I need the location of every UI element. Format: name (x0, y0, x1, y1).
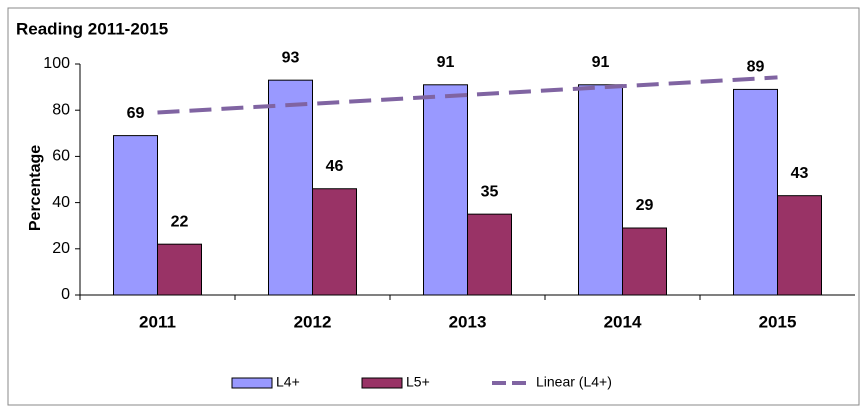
bar (312, 188, 357, 296)
data-label: 89 (747, 59, 765, 76)
data-label: 91 (592, 54, 610, 71)
bar (467, 213, 512, 296)
x-tick-label: 2012 (294, 312, 332, 331)
trend-line (157, 75, 778, 115)
bar (268, 79, 313, 296)
bar (733, 88, 778, 296)
y-tick-label: 40 (52, 194, 70, 211)
bar (777, 195, 822, 296)
y-tick-label: 20 (52, 240, 70, 257)
legend-label: L4+ (276, 374, 300, 390)
x-tick-label: 2015 (759, 312, 797, 331)
data-label: 35 (481, 183, 499, 200)
legend-swatch (231, 377, 273, 389)
legend-swatch (361, 377, 403, 389)
y-tick-label: 80 (52, 101, 70, 118)
legend-label: L5+ (406, 374, 430, 390)
data-label: 93 (282, 49, 300, 66)
data-label: 29 (636, 197, 654, 214)
data-label: 91 (437, 54, 455, 71)
legend-label: Linear (L4+) (536, 374, 612, 390)
y-tick-label: 0 (61, 286, 70, 303)
bar (622, 227, 667, 296)
bar (113, 135, 158, 296)
data-label: 43 (791, 165, 809, 182)
bar (423, 84, 468, 296)
x-tick-label: 2013 (449, 312, 487, 331)
data-label: 46 (326, 158, 344, 175)
y-axis-label: Percentage (27, 145, 44, 231)
y-tick-label: 60 (52, 148, 70, 165)
x-tick-label: 2011 (139, 312, 176, 331)
y-tick-label: 100 (43, 55, 70, 72)
chart-title: Reading 2011-2015 (16, 19, 168, 38)
x-tick-label: 2014 (604, 312, 642, 331)
data-label: 69 (127, 105, 145, 122)
bar (157, 243, 202, 296)
bar (578, 84, 623, 296)
data-label: 22 (171, 213, 189, 230)
